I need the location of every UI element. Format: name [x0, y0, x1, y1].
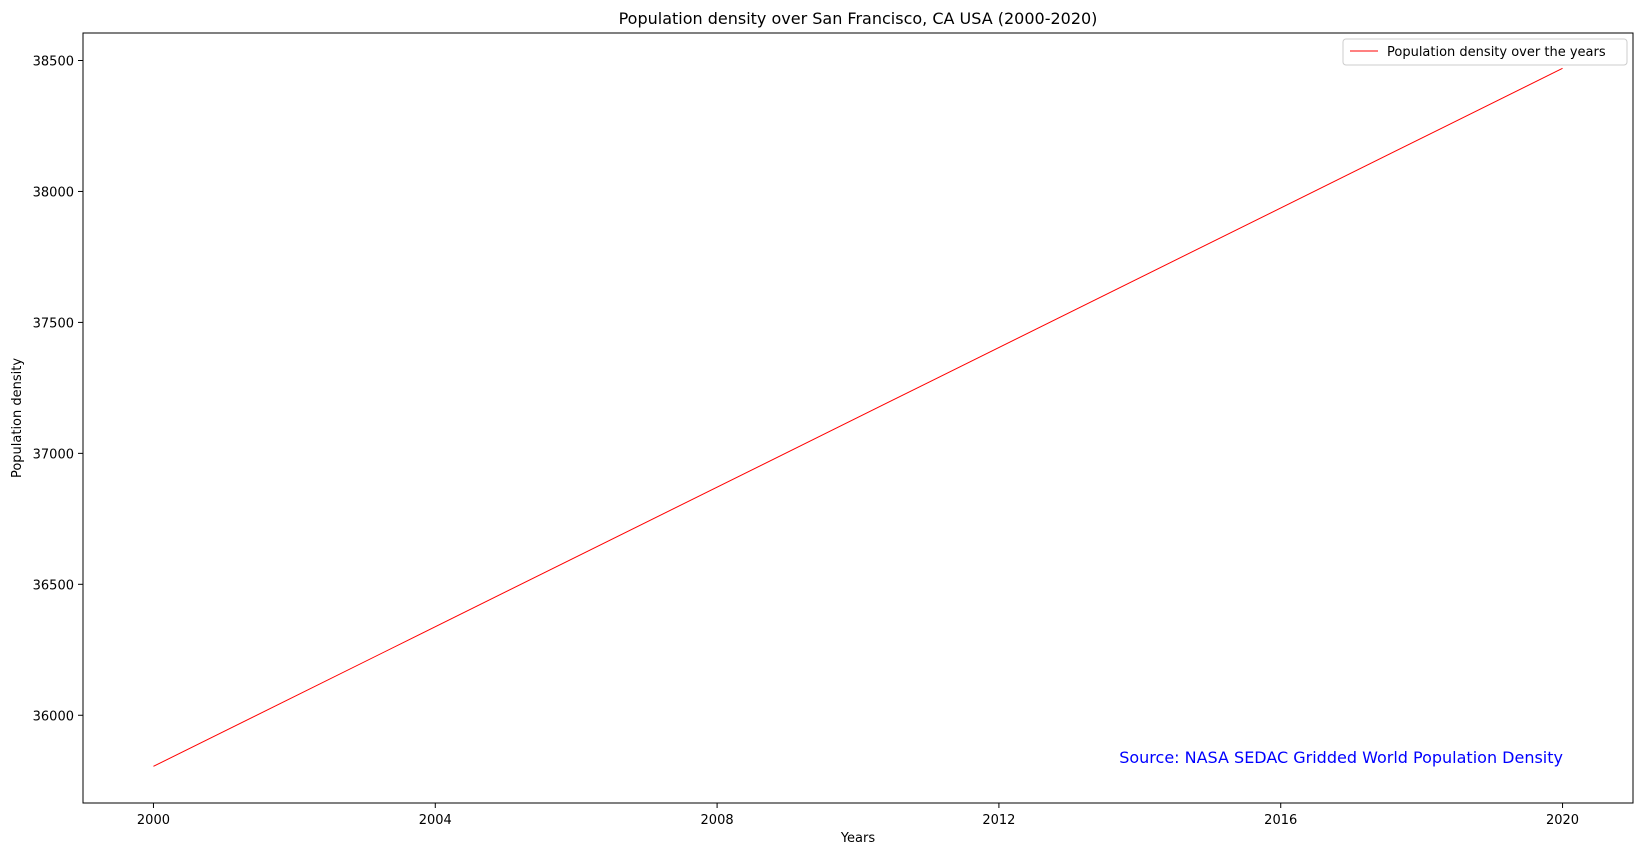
y-axis-title: Population density [10, 358, 25, 478]
y-tick-label: 36000 [33, 709, 74, 724]
series-line [153, 67, 1563, 767]
legend-label: Population density over the years [1387, 45, 1606, 60]
y-axis: 36000 36500 37000 37500 38000 38500 [33, 55, 83, 724]
plot-frame [82, 32, 1634, 804]
plot-area: 2000 2004 2008 2012 2016 2020 36000 36500 37000… [33, 32, 1634, 828]
y-tick-label: 37500 [33, 316, 74, 331]
x-axis-title: Years [840, 831, 876, 846]
x-axis: 2000 2004 2008 2012 2016 2020 [137, 803, 1579, 828]
legend-box [1342, 38, 1628, 66]
x-tick-label: 2020 [1546, 813, 1579, 828]
x-tick-label: 2016 [1264, 813, 1297, 828]
x-tick-label: 2004 [419, 813, 452, 828]
y-tick-label: 38500 [33, 55, 74, 70]
y-tick-label: 36500 [33, 578, 74, 593]
legend: Population density over the years [1342, 38, 1628, 66]
chart-title: Population density over San Francisco, C… [619, 9, 1098, 28]
y-tick-label: 38000 [33, 185, 74, 200]
source-annotation: Source: NASA SEDAC Gridded World Populat… [1119, 748, 1563, 767]
x-tick-label: 2012 [982, 813, 1015, 828]
y-tick-label: 37000 [33, 447, 74, 462]
x-tick-label: 2008 [701, 813, 734, 828]
x-tick-label: 2000 [137, 813, 170, 828]
series-layer [153, 67, 1563, 767]
